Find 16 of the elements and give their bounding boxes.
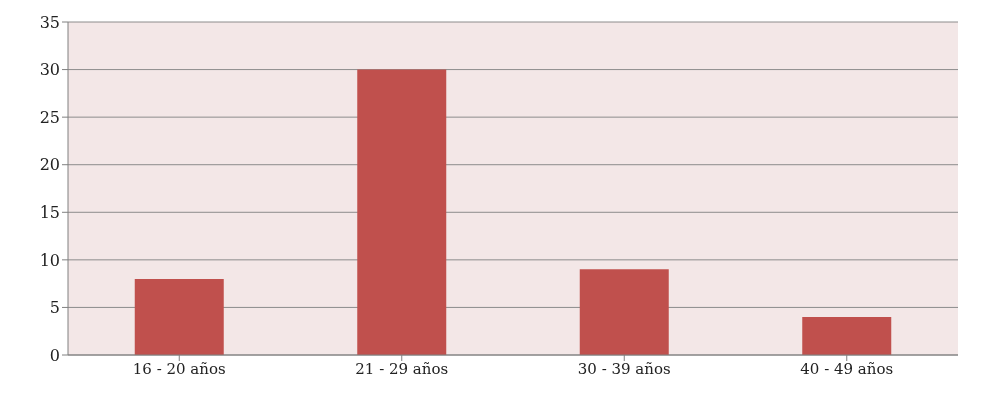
y-tick-label: 30 [39, 60, 60, 80]
bar [579, 269, 669, 355]
y-tick-label: 35 [39, 12, 60, 32]
x-tick-label: 21 - 29 años [355, 359, 449, 378]
bar [802, 316, 892, 355]
bar [134, 278, 224, 355]
y-tick-label: 25 [39, 107, 60, 127]
bar [357, 69, 447, 355]
x-tick-label: 30 - 39 años [577, 359, 671, 378]
y-tick-label: 0 [49, 345, 60, 365]
x-tick-label: 16 - 20 años [132, 359, 226, 378]
x-tick-label: 40 - 49 años [800, 359, 894, 378]
y-tick-label: 10 [39, 250, 60, 270]
y-tick-label: 5 [49, 298, 60, 318]
y-tick-label: 20 [39, 155, 60, 175]
y-tick-label: 15 [39, 202, 60, 222]
